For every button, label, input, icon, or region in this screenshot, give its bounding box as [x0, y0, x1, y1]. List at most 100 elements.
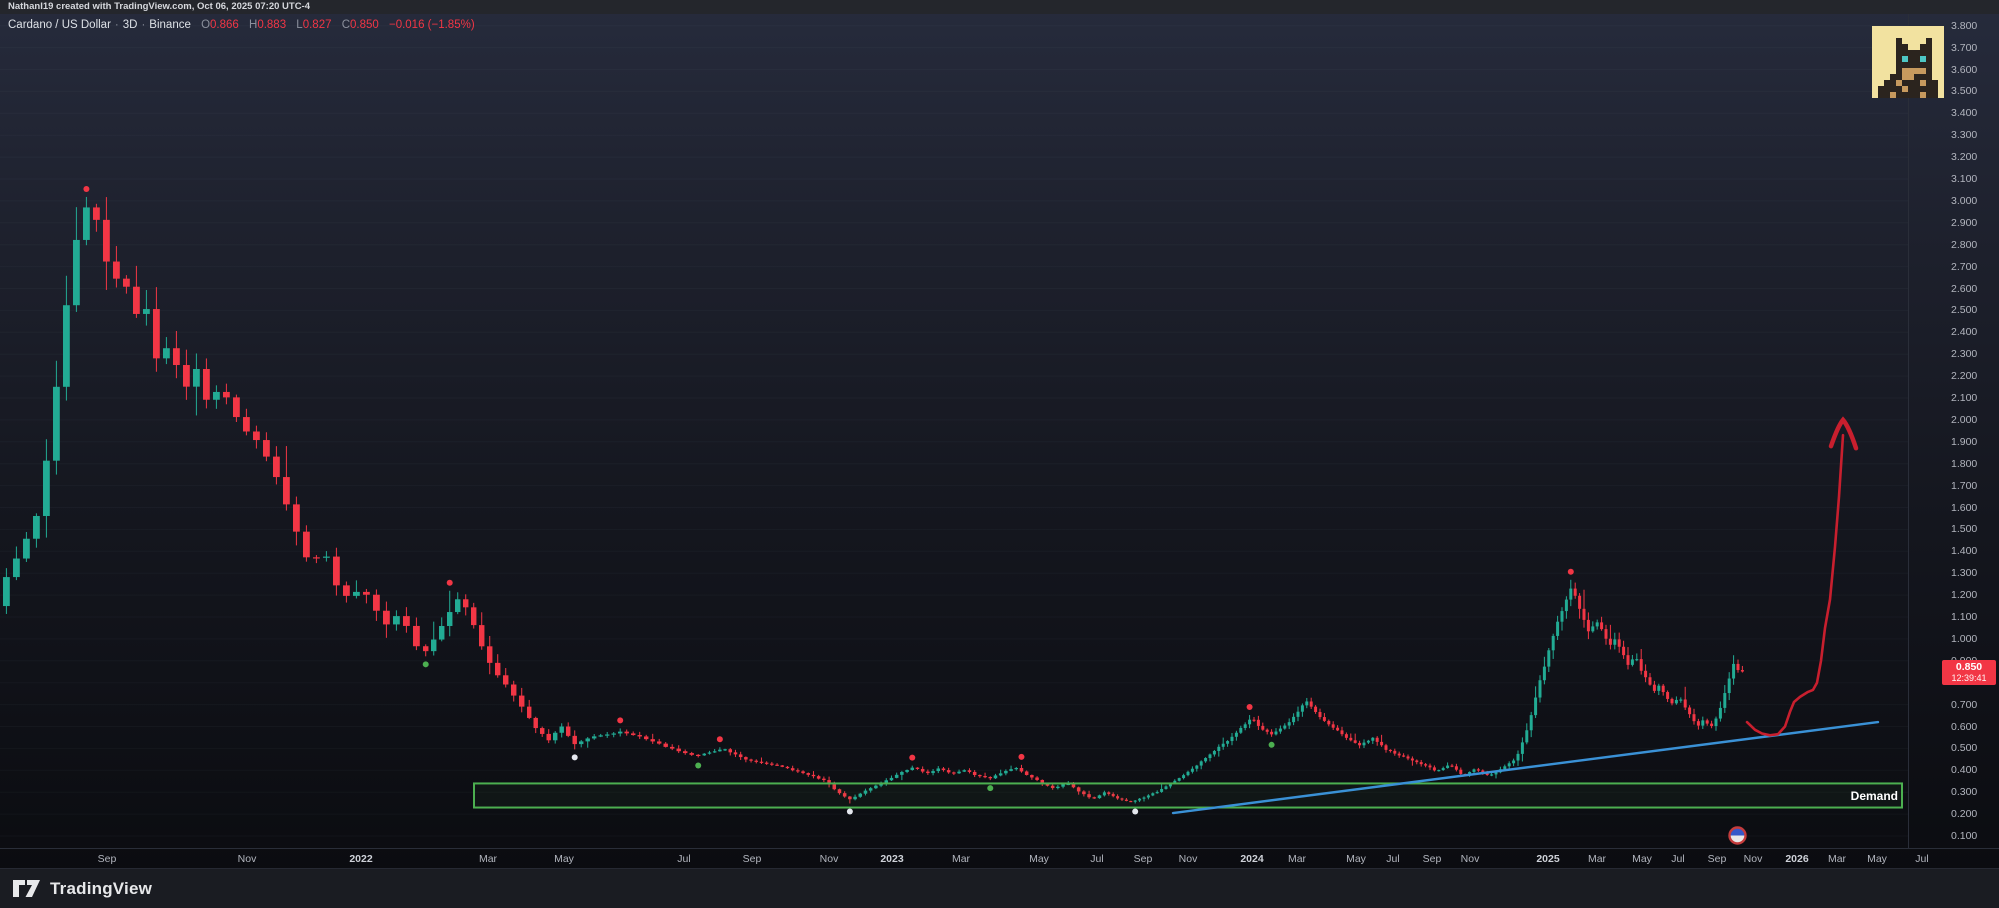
candle-body-up [1160, 788, 1164, 792]
candle-body-up [1525, 730, 1529, 743]
avatar-pixel [1920, 80, 1926, 86]
candle-body-up [1283, 725, 1287, 729]
candle-body-up [998, 773, 1003, 776]
candle-body-up [1226, 741, 1230, 744]
candle-body-down [754, 760, 759, 762]
price-axis-label: 2.000 [1951, 413, 1978, 426]
avatar-pixel [1914, 86, 1920, 92]
candle-body-up [353, 591, 360, 596]
price-axis-label: 2.500 [1951, 304, 1978, 317]
avatar-pixel [1932, 86, 1938, 92]
avatar-pixel [1902, 86, 1908, 92]
candle-body-up [1512, 760, 1516, 764]
time-axis-year-label: 2023 [880, 853, 904, 865]
projection-path[interactable] [1745, 433, 1845, 737]
plot-area[interactable] [0, 25, 1908, 837]
avatar-pixel [1878, 92, 1884, 98]
price-axis-label: 3.300 [1951, 129, 1978, 142]
candle-body-up [43, 460, 50, 516]
candle-body-down [1331, 724, 1335, 728]
candle-body-down [1265, 729, 1269, 732]
avatar-pixel [1902, 44, 1908, 50]
candle-body-down [1082, 791, 1086, 795]
avatar-pixel [1902, 74, 1908, 80]
candle-body-down [1024, 771, 1029, 775]
time-axis-label: Sep [1707, 853, 1727, 865]
price-axis-label: 3.600 [1951, 63, 1978, 76]
time-axis-label: May [1029, 853, 1049, 865]
candle-body-down [1424, 764, 1428, 766]
demand-zone-rect[interactable] [473, 782, 1903, 809]
candle-body-up [1278, 728, 1282, 732]
candle-body-up [1292, 716, 1296, 723]
candle-body-up [1287, 722, 1291, 726]
time-axis[interactable]: Sep Nov 2022 Mar May Jul Sep Nov 2023 Mar May Jul Se… [0, 848, 1999, 869]
time-axis-label: Mar [951, 853, 971, 865]
avatar-pixel [1902, 68, 1908, 74]
candle-body-down [770, 763, 774, 765]
candle-body-up [1595, 622, 1599, 627]
candle-body-down [1040, 779, 1045, 784]
time-axis-label: Nov [1178, 853, 1198, 865]
candle-body-up [431, 639, 437, 652]
candle-body-up [63, 305, 70, 387]
candle-body-up [1190, 768, 1194, 772]
avatar-pixel [1878, 86, 1884, 92]
avatar-pixel [1890, 86, 1896, 92]
candle-body-down [1388, 749, 1392, 752]
tradingview-brand-text[interactable]: TradingView [50, 879, 153, 898]
candle-body-down [915, 767, 920, 769]
timeframe[interactable]: 3D [122, 19, 138, 31]
candle-body-down [811, 774, 816, 777]
price-axis-label: 1.500 [1951, 523, 1978, 536]
avatar-pixel [1896, 74, 1902, 80]
price-axis-label: 2.800 [1951, 238, 1978, 251]
candle-body-down [1384, 745, 1388, 750]
candle-body-up [1097, 795, 1102, 799]
candle-body-up [1168, 783, 1172, 787]
candle-body-down [383, 610, 390, 625]
candle-body-up [910, 767, 915, 770]
tradingview-logo-icon[interactable] [12, 879, 42, 899]
candle-body-down [303, 531, 310, 558]
candle-body-down [842, 793, 847, 797]
candle-body-up [1186, 771, 1190, 776]
price-axis[interactable]: 3.800 3.700 3.600 3.500 3.400 3.300 3.200 3.100… [1908, 14, 1999, 848]
symbol-title[interactable]: Cardano / US Dollar [8, 19, 111, 31]
avatar-pixel [1926, 56, 1932, 62]
candle-body-down [572, 735, 577, 745]
exchange: Binance [149, 19, 191, 31]
flag-badge-top [1730, 828, 1745, 836]
sell-signal-dot [1246, 704, 1253, 711]
avatar-pixel [1920, 44, 1926, 50]
price-axis-label: 0.700 [1951, 698, 1978, 711]
demand-zone-label[interactable]: Demand [1850, 789, 1898, 803]
price-axis-label: 1.100 [1951, 611, 1978, 623]
sell-signal-dot [716, 736, 723, 743]
candle-body-up [53, 386, 60, 461]
price-axis-label: 1.800 [1951, 457, 1978, 470]
trendline[interactable] [1171, 720, 1880, 815]
candle-body-down [1688, 707, 1692, 715]
avatar-pixel [1914, 62, 1920, 68]
sell-signal-dot [1018, 753, 1025, 760]
avatar-pixel [1920, 68, 1926, 74]
candle-body-down [503, 675, 509, 685]
avatar-pixel [1908, 62, 1914, 68]
close-value: 0.850 [350, 19, 379, 31]
candle-body-up [1243, 724, 1247, 728]
candle-body-down [650, 739, 655, 742]
candle-body-down [926, 771, 930, 774]
candle-body-up [553, 732, 558, 741]
candle-body-down [1092, 797, 1097, 799]
candle-body-up [611, 733, 616, 735]
candle-body-down [1380, 741, 1384, 746]
candle-body-up [1061, 783, 1065, 787]
candle-body-up [1204, 758, 1208, 762]
candle-body-down [657, 741, 662, 744]
candle-body-up [1182, 775, 1186, 779]
candle-body-down [153, 309, 160, 359]
candle-body-up [993, 775, 998, 779]
candle-body-up [1564, 599, 1568, 612]
